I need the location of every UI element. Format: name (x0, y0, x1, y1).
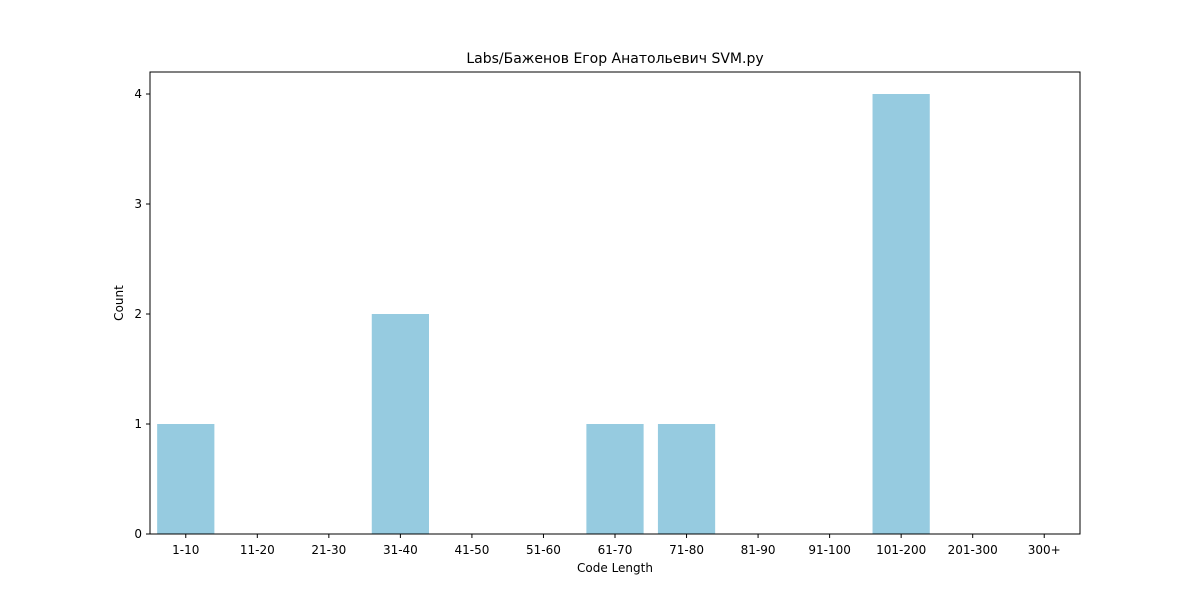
y-axis: 0 1 2 3 4 (134, 87, 150, 541)
bar-101-200 (872, 94, 930, 534)
bar-31-40 (371, 314, 429, 534)
x-tick-label: 201-300 (948, 543, 998, 557)
bars-group (157, 94, 930, 534)
x-tick-label: 21-30 (311, 543, 346, 557)
y-tick-label: 3 (134, 197, 142, 211)
x-tick-label: 51-60 (526, 543, 561, 557)
x-tick-label: 101-200 (876, 543, 926, 557)
x-axis-label: Code Length (577, 561, 653, 575)
x-tick-label: 31-40 (383, 543, 418, 557)
x-tick-label: 71-80 (669, 543, 704, 557)
x-axis: 1-10 11-20 21-30 31-40 41-50 51-60 61-70 71-80 8… (172, 534, 1061, 557)
bar-71-80 (657, 424, 716, 534)
y-axis-label: Count (112, 285, 126, 321)
x-tick-label: 1-10 (172, 543, 199, 557)
y-tick-label: 0 (134, 527, 142, 541)
x-tick-label: 41-50 (454, 543, 489, 557)
x-tick-label: 81-90 (741, 543, 776, 557)
bar-1-10 (157, 424, 215, 534)
x-tick-label: 300+ (1028, 543, 1061, 557)
x-tick-label: 61-70 (598, 543, 633, 557)
x-tick-label: 91-100 (808, 543, 851, 557)
y-tick-label: 2 (134, 307, 142, 321)
y-tick-label: 4 (134, 87, 142, 101)
chart-title: Labs/Баженов Егор Анатольевич SVM.py (466, 51, 763, 67)
x-tick-label: 11-20 (240, 543, 275, 557)
y-tick-label: 1 (134, 417, 142, 431)
bar-61-70 (586, 424, 644, 534)
